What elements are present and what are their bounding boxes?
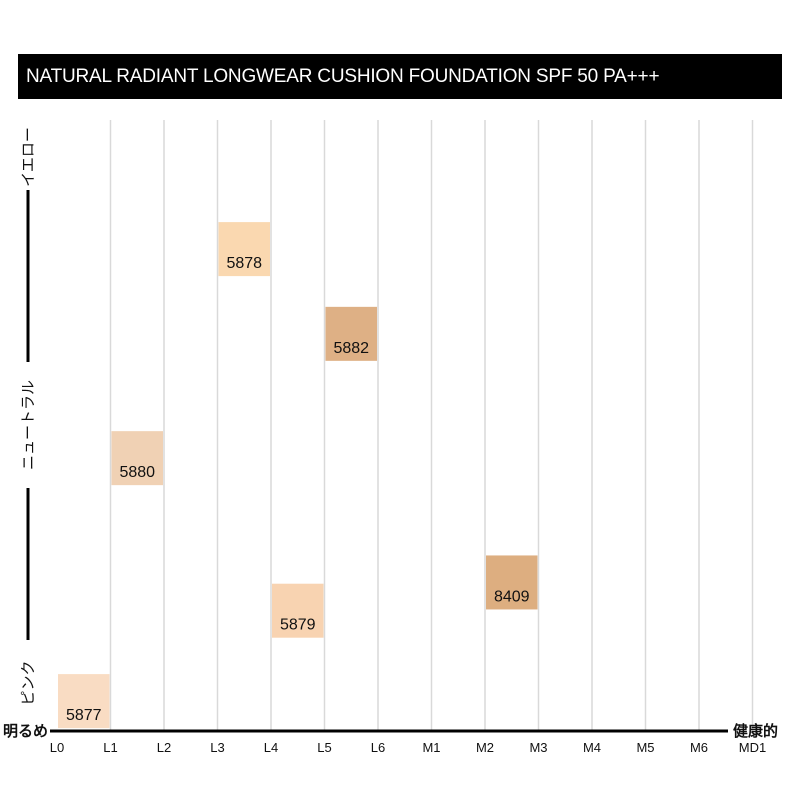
x-tick-l0: L0: [50, 740, 64, 755]
shade-5882: 5882: [325, 306, 377, 361]
x-axis-left-label: 明るめ: [3, 723, 48, 740]
swatch-5879: [272, 583, 324, 638]
shade-5879: 5879: [272, 583, 324, 638]
swatch-8409: [486, 555, 538, 610]
y-axis-label-bottom: ピンク: [20, 660, 37, 705]
swatch-label-8409: 8409: [494, 588, 530, 605]
x-tick-l6: L6: [371, 740, 385, 755]
x-tick-l3: L3: [210, 740, 224, 755]
chart-title: NATURAL RADIANT LONGWEAR CUSHION FOUNDAT…: [18, 54, 782, 99]
y-axis-label-top: イエロー: [20, 127, 37, 187]
x-tick-l1: L1: [103, 740, 117, 755]
x-tick-l2: L2: [157, 740, 171, 755]
swatch-5878: [218, 222, 270, 277]
shade-8409: 8409: [486, 555, 538, 610]
x-tick-m3: M3: [529, 740, 547, 755]
swatch-label-5882: 5882: [333, 340, 369, 357]
y-axis-label-middle: ニュートラル: [20, 380, 37, 470]
swatch-label-5877: 5877: [66, 707, 102, 724]
swatch-label-5880: 5880: [119, 464, 155, 481]
swatch-label-5879: 5879: [280, 617, 316, 634]
swatch-label-5878: 5878: [226, 255, 262, 272]
swatch-5877: [58, 674, 110, 729]
swatch-5880: [111, 431, 163, 486]
shade-5878: 5878: [218, 222, 270, 277]
x-tick-l5: L5: [317, 740, 331, 755]
x-axis-right-label: 健康的: [733, 722, 778, 740]
x-tick-m4: M4: [583, 740, 601, 755]
shade-5880: 5880: [111, 431, 163, 486]
swatch-5882: [325, 306, 377, 361]
x-tick-m1: M1: [422, 740, 440, 755]
x-tick-m2: M2: [476, 740, 494, 755]
x-tick-m6: M6: [690, 740, 708, 755]
x-tick-md1: MD1: [739, 740, 766, 755]
x-tick-m5: M5: [636, 740, 654, 755]
shade-5877: 5877: [58, 674, 110, 729]
x-tick-l4: L4: [264, 740, 278, 755]
